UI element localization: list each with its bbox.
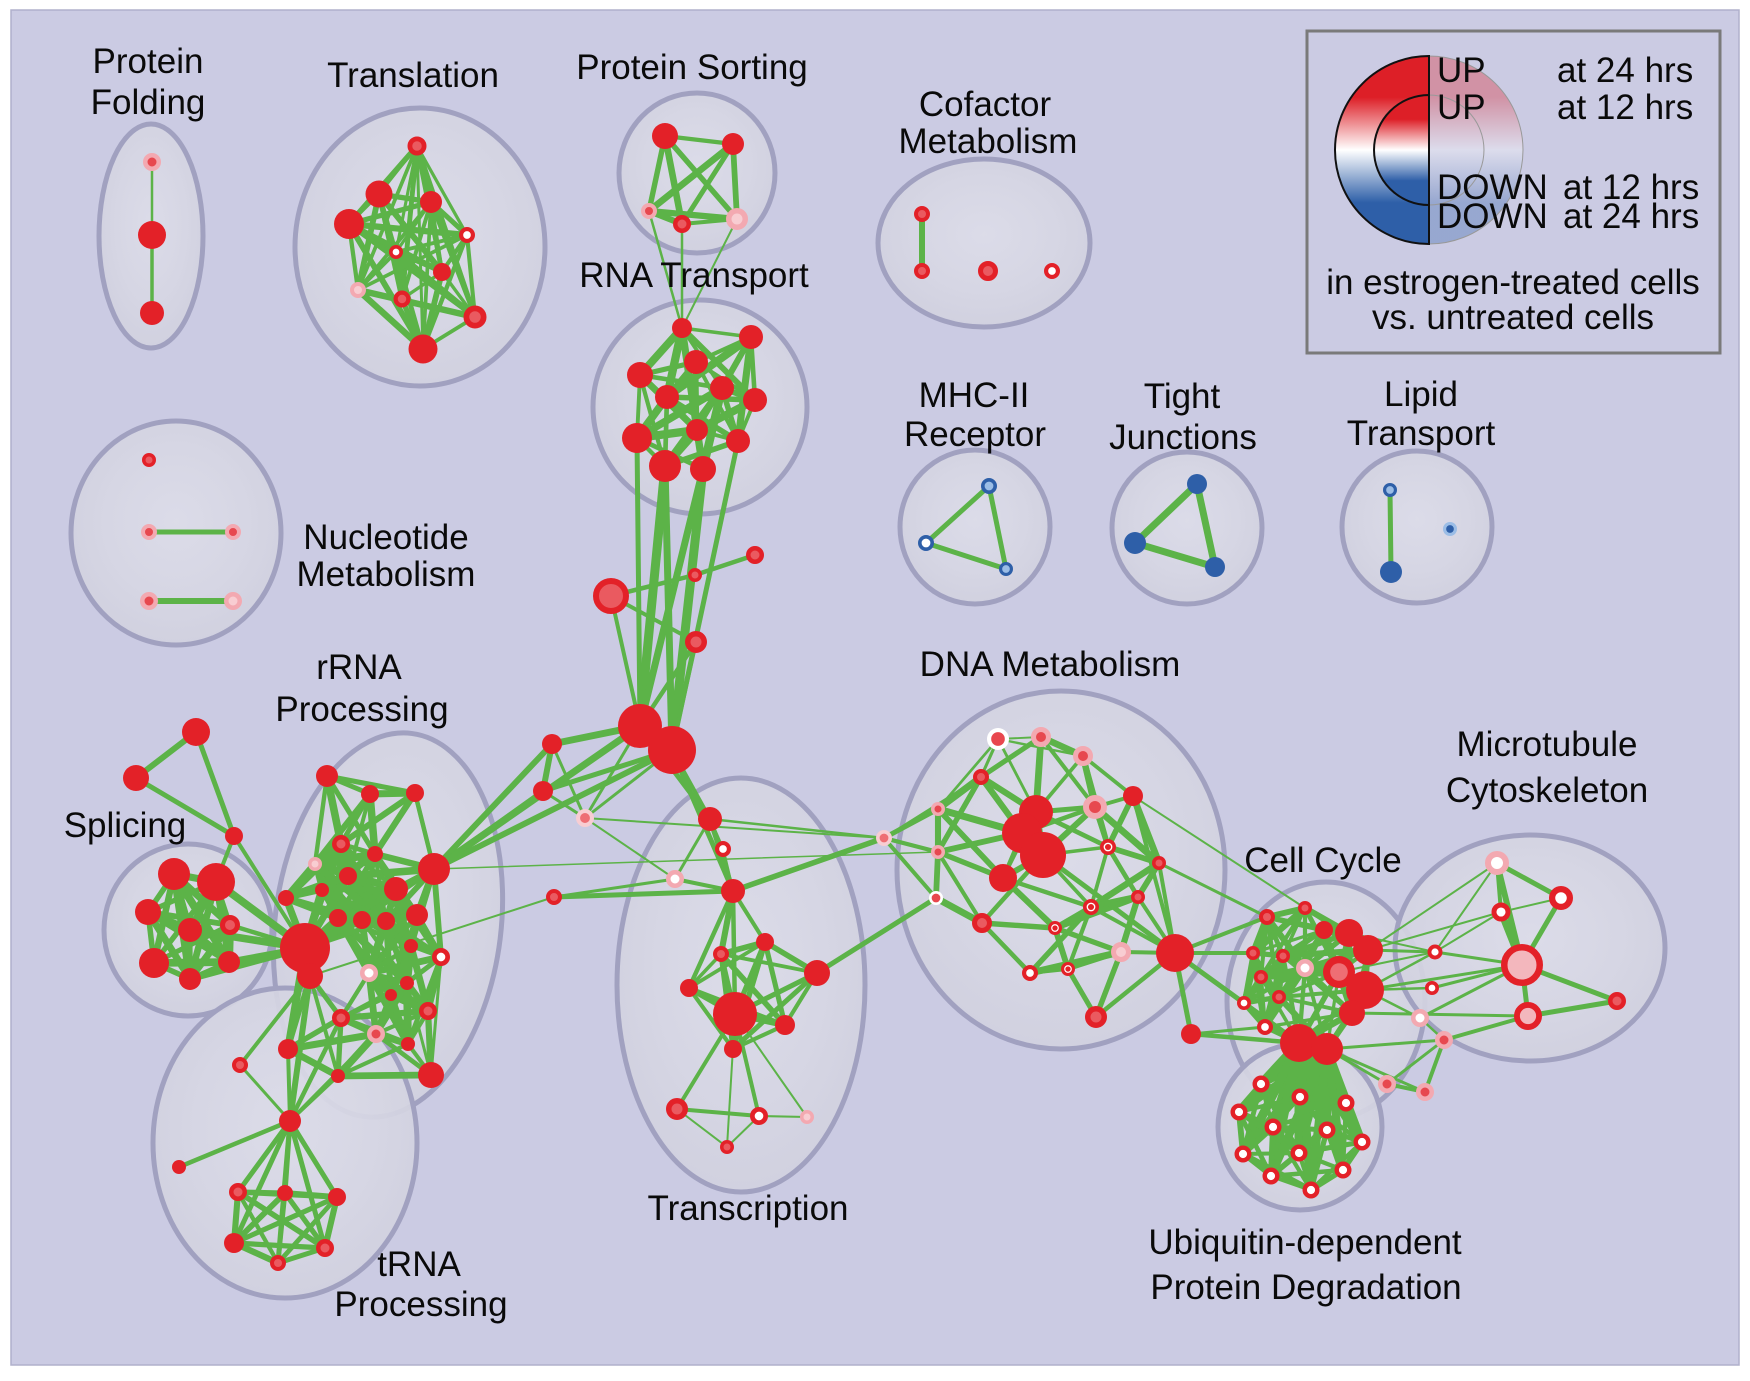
svg-text:in estrogen-treated cells: in estrogen-treated cells — [1326, 263, 1700, 302]
svg-text:Nucleotide: Nucleotide — [303, 518, 468, 557]
svg-text:at 12 hrs: at 12 hrs — [1557, 88, 1693, 127]
svg-text:Protein Sorting: Protein Sorting — [576, 48, 808, 87]
svg-text:DNA Metabolism: DNA Metabolism — [920, 645, 1181, 684]
svg-text:tRNA: tRNA — [377, 1245, 461, 1284]
svg-text:Cell Cycle: Cell Cycle — [1244, 841, 1402, 880]
svg-text:Transcription: Transcription — [648, 1189, 849, 1228]
svg-text:Microtubule: Microtubule — [1457, 725, 1638, 764]
svg-text:Folding: Folding — [91, 83, 206, 122]
svg-text:Metabolism: Metabolism — [899, 122, 1078, 161]
svg-text:UP: UP — [1437, 51, 1486, 90]
svg-text:Metabolism: Metabolism — [297, 555, 476, 594]
svg-text:UP: UP — [1437, 88, 1486, 127]
svg-text:Splicing: Splicing — [64, 806, 187, 845]
svg-text:Processing: Processing — [334, 1285, 507, 1324]
svg-text:DOWN: DOWN — [1437, 197, 1548, 236]
svg-text:Receptor: Receptor — [904, 415, 1046, 454]
svg-text:Processing: Processing — [275, 690, 448, 729]
svg-text:Lipid: Lipid — [1384, 375, 1458, 414]
svg-text:DOWN: DOWN — [1437, 168, 1548, 207]
svg-text:at 24 hrs: at 24 hrs — [1557, 51, 1693, 90]
svg-text:RNA Transport: RNA Transport — [579, 256, 809, 295]
svg-text:Junctions: Junctions — [1109, 418, 1257, 457]
svg-text:Transport: Transport — [1347, 414, 1496, 453]
svg-text:MHC-II: MHC-II — [919, 376, 1030, 415]
svg-text:rRNA: rRNA — [316, 648, 402, 687]
svg-text:Translation: Translation — [327, 56, 499, 95]
svg-text:at 24 hrs: at 24 hrs — [1563, 197, 1699, 236]
svg-text:Ubiquitin-dependent: Ubiquitin-dependent — [1148, 1223, 1462, 1262]
svg-text:Tight: Tight — [1144, 377, 1221, 416]
svg-text:Protein: Protein — [93, 42, 204, 81]
svg-text:Cofactor: Cofactor — [919, 85, 1052, 124]
svg-text:vs. untreated cells: vs. untreated cells — [1372, 298, 1654, 337]
svg-text:at 12 hrs: at 12 hrs — [1563, 168, 1699, 207]
svg-text:Cytoskeleton: Cytoskeleton — [1446, 771, 1648, 810]
svg-text:Protein Degradation: Protein Degradation — [1150, 1268, 1461, 1307]
